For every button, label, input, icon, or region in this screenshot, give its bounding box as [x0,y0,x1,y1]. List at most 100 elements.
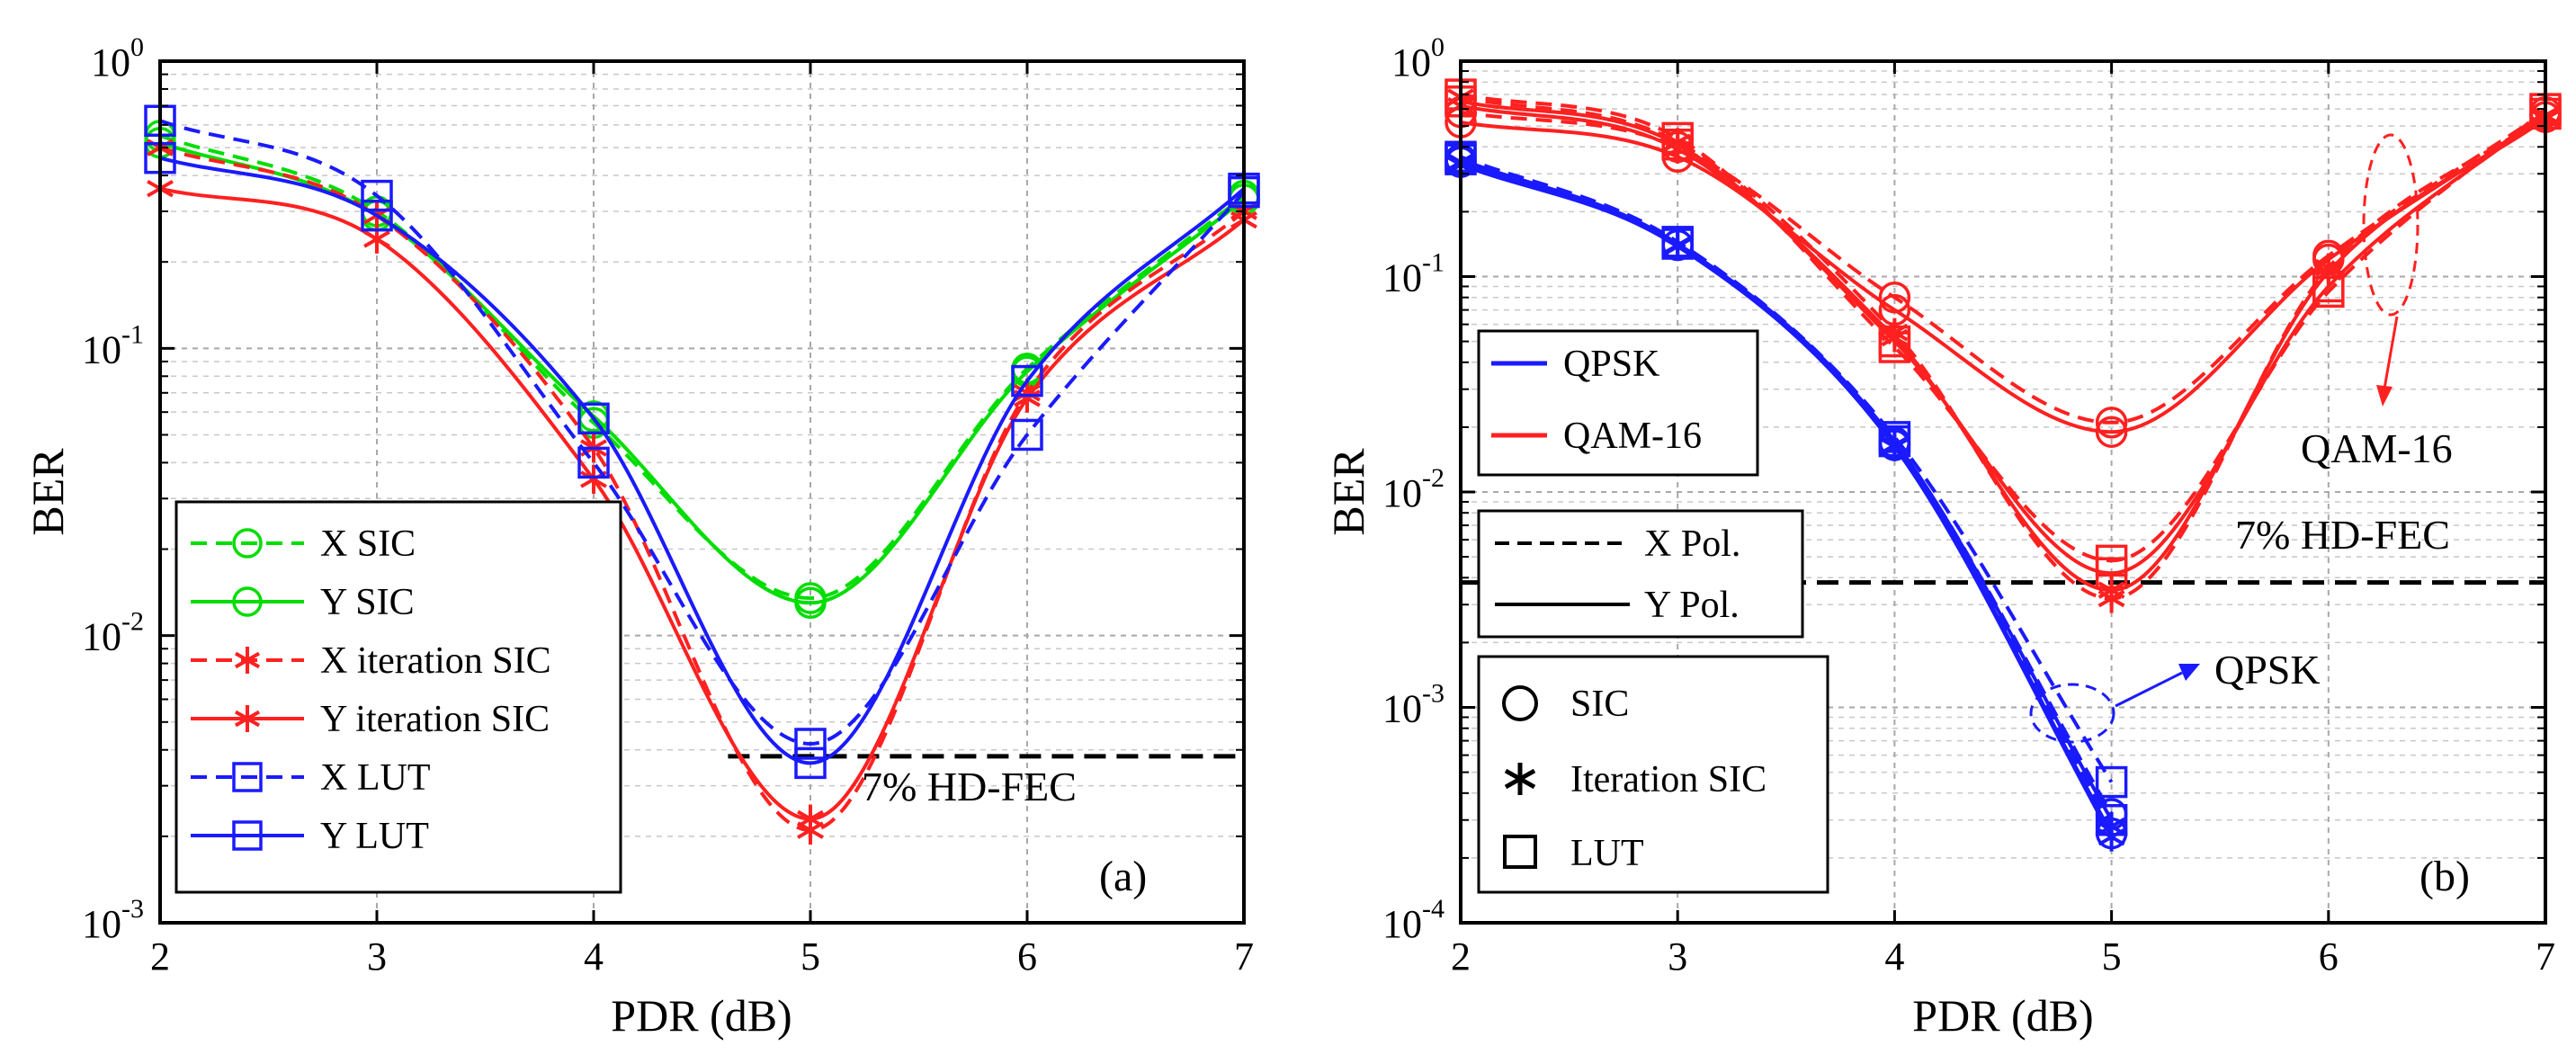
data-point-qam-16-x-sic [2095,407,2128,439]
legend-swatch-marker-y-sic [232,586,263,617]
series-line-qam-16-y-lut [1460,99,2547,576]
series-line-qam-16-x-iteration-sic [1460,95,2547,601]
legend-label-sic: SIC [1570,684,1629,725]
x-tick-label-b: 5 [2102,934,2122,979]
qam16-arrow-line [2383,316,2399,389]
y-tick-label-b: 10-2 [1382,463,1445,515]
legend-label-x-sic: X SIC [320,523,416,565]
x-axis-label-a: PDR (dB) [611,990,792,1041]
y-tick-label-b: 10-3 [1382,679,1445,731]
qam16-highlight-ellipse [2362,133,2419,317]
data-point-qpsk-x-lut [2095,765,2128,799]
data-point-y-lut [1011,364,1043,398]
grid-a [160,61,1244,923]
x-axis-label-b: PDR (dB) [1912,990,2093,1041]
legend-modulation-box [1477,329,1759,477]
x-tick-label-b: 3 [1668,934,1687,979]
x-tick-label-a: 5 [801,934,820,979]
x-tick-label-a: 3 [367,934,387,979]
legend-label-x-lut: X LUT [320,757,430,799]
panel-a: 2 3 4 5 6 7 10-3 10-2 10-1 100 PDR (dB) BER 7% HD… [22,32,1260,1041]
data-point-qam-16-y-sic [2095,416,2128,448]
legend-label-qam16: QAM-16 [1563,416,1702,457]
data-point-qpsk-y-lut [1661,228,1694,260]
threshold-label-a: 7% HD-FEC [862,764,1077,809]
data-point-y-lut [361,199,393,232]
data-point-qam-16-y-lut [2312,270,2345,303]
legend-label-y-lut: Y LUT [320,816,429,857]
annotation-qam16: QAM-16 [2301,133,2453,471]
qam16-annotation-label: QAM-16 [2301,425,2453,471]
legend-swatch-marker-x-iteration-sic [234,647,261,674]
y-axis-label-b: BER [1323,448,1373,536]
legend-lut-marker [1503,835,1537,869]
legend-a-swatches [191,528,304,851]
data-point-x-lut [361,179,393,212]
series-line-qpsk-y-iteration-sic [1460,163,2114,838]
legend-label-iteration-sic: Iteration SIC [1570,759,1767,800]
y-axis-label-a: BER [22,448,73,536]
legend-label-x-iteration-sic: X iteration SIC [320,640,551,682]
y-tick-label-a: 10-2 [82,607,144,659]
series-a [144,104,1260,845]
data-point-qam-16-y-iteration-sic [2097,576,2125,605]
data-point-qpsk-y-iteration-sic [2097,822,2125,852]
legend-box-a [174,500,622,894]
data-point-x-lut [794,728,827,760]
qpsk-arrow-head [2178,664,2200,681]
x-tick-label-a: 4 [584,934,604,979]
panel-label-b: (b) [2419,853,2470,900]
x-tick-label-b: 4 [1884,934,1904,979]
series-line-qpsk-y-lut [1460,157,2114,821]
annotation-qpsk: QPSK [2029,647,2321,744]
x-tick-label-b: 6 [2319,934,2339,979]
data-point-y-iteration-sic [797,804,824,834]
data-point-y-lut [794,747,827,780]
y-tick-label-b: 10-1 [1382,248,1445,300]
panel-label-a: (a) [1099,853,1147,900]
x-tick-label-b: 7 [2536,934,2555,979]
y-tick-label-b: 10-4 [1382,894,1445,946]
legend-polarization-box [1477,509,1804,639]
legend-iteration-sic-marker [1504,763,1536,795]
legend-a: X SIC Y SIC X iteration SIC Y iteration … [174,500,622,894]
legend-polarization: X Pol. Y Pol. [1477,509,1804,639]
y-tick-label-a: 10-1 [82,319,144,371]
plot-frame-a [158,59,1246,925]
data-point-qam-16-y-lut [1661,128,1694,161]
ticks-b: 2 3 4 5 6 7 10-4 10-3 10-2 10-1 100 [1382,32,2555,979]
qam16-arrow-head [2376,385,2393,407]
data-point-y-sic [794,586,827,620]
x-tick-label-a: 2 [150,934,170,979]
legend-swatch-marker-x-sic [232,528,263,559]
legend-swatch-marker-y-iteration-sic [234,705,261,732]
legend-label-y-sic: Y SIC [320,582,415,623]
legend-label-x-pol: X Pol. [1644,523,1740,565]
legend-swatch-marker-x-lut [232,762,263,792]
data-point-qam-16-y-lut [2095,557,2128,589]
y-tick-label-a: 10-3 [82,894,144,946]
qpsk-annotation-label: QPSK [2214,647,2321,693]
data-point-x-lut [1011,418,1043,452]
qpsk-arrow-line [2115,671,2183,708]
legend-label-y-pol: Y Pol. [1644,585,1740,626]
legend-modulation: QPSK QAM-16 [1477,329,1759,477]
legend-sic-marker [1502,685,1538,721]
legend-method: SIC Iteration SIC LUT [1477,655,1829,894]
panel-b: QAM-16 QPSK 2 3 4 5 6 7 10-4 10-3 10-2 10-1 100 PD… [1323,32,2562,1041]
data-point-y-lut [577,402,610,435]
legend-label-y-iteration-sic: Y iteration SIC [320,699,550,740]
y-tick-label-b: 100 [1391,32,1445,85]
threshold-label-b: 7% HD-FEC [2235,512,2450,558]
legend-label-qpsk: QPSK [1563,344,1659,385]
series-line-y-lut [159,156,1246,765]
grid-b [1461,61,2545,923]
legend-swatch-marker-y-lut [232,820,263,851]
legend-label-lut: LUT [1570,833,1644,874]
x-tick-label-a: 6 [1017,934,1037,979]
x-tick-label-a: 7 [1234,934,1254,979]
data-point-x-lut [577,446,610,479]
y-tick-label-a: 100 [91,32,144,85]
data-point-qam-16-y-lut [1878,325,1911,358]
